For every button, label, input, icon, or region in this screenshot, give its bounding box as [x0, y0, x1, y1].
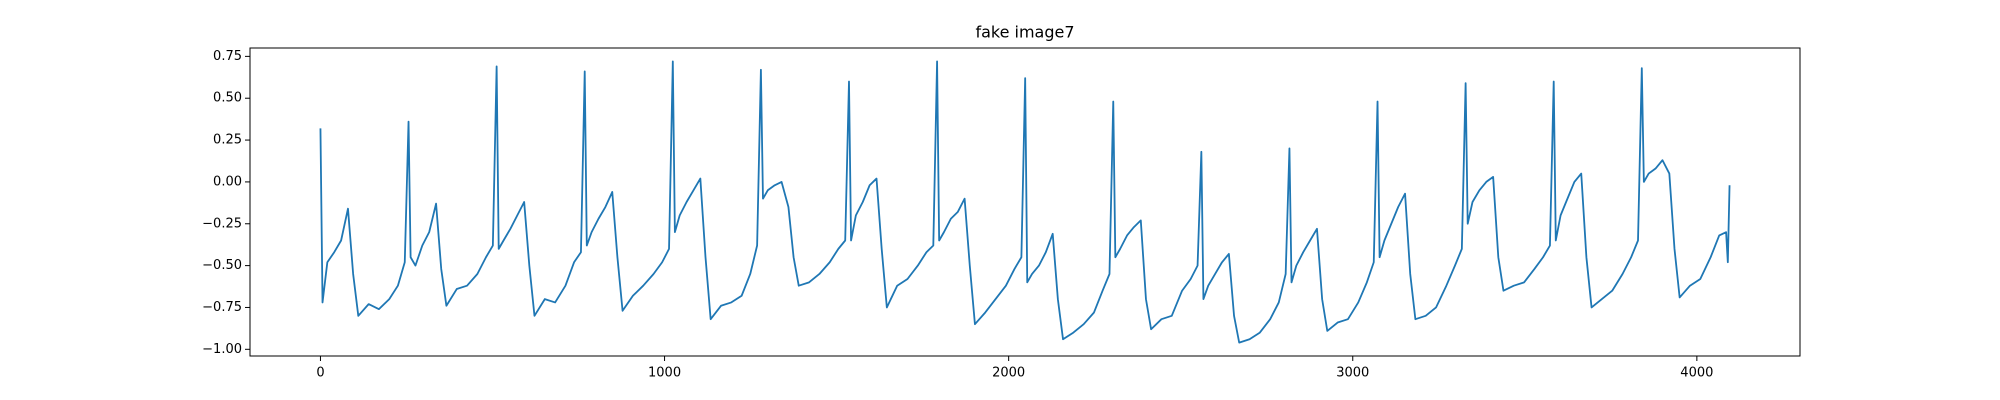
- x-tick-label: 4000: [1680, 366, 1713, 381]
- plot-frame: [249, 47, 1801, 357]
- y-tick-label: −0.25: [202, 216, 242, 231]
- chart-title: fake image7: [975, 23, 1074, 42]
- x-tick-label: 3000: [1336, 366, 1369, 381]
- y-tick-label: 0.50: [213, 91, 242, 106]
- y-tick-label: 0.25: [213, 133, 242, 148]
- y-tick-label: −0.50: [202, 258, 242, 273]
- x-tick-label: 2000: [992, 366, 1025, 381]
- y-tick-label: −0.75: [202, 300, 242, 315]
- y-tick-label: 0.00: [213, 174, 242, 189]
- y-tick-label: 0.75: [213, 49, 242, 64]
- x-tick-label: 1000: [648, 366, 681, 381]
- data-line: [319, 60, 1731, 344]
- y-tick-label: −1.00: [202, 342, 242, 357]
- x-tick-label: 0: [316, 366, 324, 381]
